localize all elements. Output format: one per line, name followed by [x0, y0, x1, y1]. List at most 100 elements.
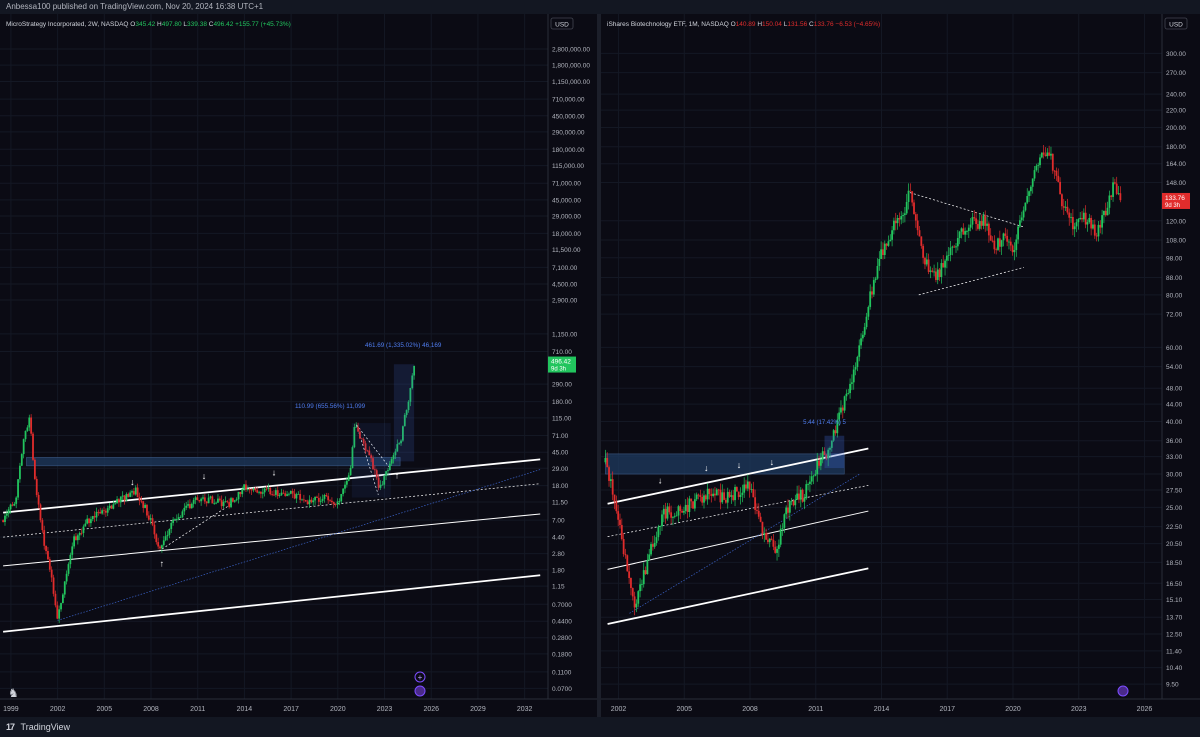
chart-canvas-right[interactable]: ↓ ↓ ↓ ↓ iShares Biotechnology ETF, 1M, NASDA…	[601, 14, 1200, 717]
y-tick-label: 1,150.00	[552, 331, 578, 338]
candle-body	[613, 494, 616, 502]
candle-body	[306, 501, 309, 505]
candle-body	[1092, 224, 1094, 229]
candle-body	[379, 484, 382, 488]
candle-body	[955, 246, 957, 248]
candle-body	[295, 494, 298, 499]
candle-body	[827, 449, 830, 459]
chart-canvas-left[interactable]: ↓ ↓ ↓ ↑ ↑ MicroStrategy Incorporated, 2W, NAS…	[0, 14, 597, 717]
candle-body	[626, 555, 629, 572]
y-tick-label: 2,900.00	[552, 298, 578, 305]
candle-body	[1009, 241, 1012, 246]
candle-body	[61, 594, 64, 604]
chart-panel-microstrategy[interactable]: ↓ ↓ ↓ ↑ ↑ MicroStrategy Incorporated, 2W, NAS…	[0, 14, 597, 717]
candle-body	[699, 495, 702, 497]
arrow-down-icon: ↓	[737, 460, 742, 470]
candle-body	[317, 497, 320, 502]
y-tick-label: 29.00	[552, 466, 569, 473]
triangle-upper-line	[909, 192, 1025, 228]
candle-body	[692, 501, 694, 509]
candle-body	[998, 238, 1001, 247]
candle-body	[807, 484, 809, 485]
candle-body	[1031, 178, 1034, 187]
y-tick-label: 54.00	[1166, 364, 1183, 371]
candle-body	[134, 487, 137, 495]
candle-body	[293, 493, 296, 499]
candle-body	[966, 231, 968, 232]
measure-box-2	[351, 423, 391, 498]
candle-body	[754, 497, 757, 510]
y-tick-label: 45.00	[552, 450, 569, 457]
candle-body	[902, 215, 904, 217]
candle-body	[222, 501, 225, 507]
y-tick-label: 22.50	[1166, 524, 1183, 531]
candle-body	[13, 503, 16, 506]
arrow-down-icon: ↓	[202, 471, 207, 481]
candle-body	[622, 539, 625, 555]
arrow-down-icon: ↓	[704, 463, 709, 473]
candle-body	[785, 507, 788, 515]
candle-body	[248, 489, 251, 490]
candle-body	[1033, 170, 1036, 179]
candle-body	[997, 238, 999, 250]
candle-body	[1011, 245, 1014, 253]
tradingview-footer: 17 TradingView	[0, 717, 1200, 737]
candle-body	[110, 505, 113, 509]
candle-body	[258, 491, 260, 493]
candle-body	[347, 475, 350, 481]
candle-body	[377, 477, 380, 488]
y-tick-label: 0.0700	[552, 686, 572, 693]
candle-body	[942, 263, 945, 268]
candle-body	[949, 247, 952, 256]
candle-body	[737, 491, 740, 497]
chart-panel-ibb[interactable]: ↓ ↓ ↓ ↓ iShares Biotechnology ETF, 1M, NASDA…	[601, 14, 1200, 717]
y-tick-label: 15.10	[1166, 597, 1183, 604]
candle-body	[273, 494, 275, 496]
candle-body	[829, 447, 831, 450]
candle-body	[1099, 224, 1102, 228]
candle-body	[75, 536, 77, 541]
candle-body	[213, 502, 216, 504]
candle-body	[980, 221, 983, 226]
candle-body	[1017, 226, 1019, 240]
candle-body	[301, 499, 303, 501]
last-price-tag	[548, 356, 576, 373]
candle-body	[387, 470, 389, 472]
candle-body	[205, 501, 208, 504]
y-tick-label: 4,500.00	[552, 282, 578, 289]
y-tick-label: 0.1800	[552, 651, 572, 658]
candle-body	[218, 498, 221, 501]
candle-body	[28, 417, 31, 428]
candle-body	[411, 375, 414, 389]
candle-body	[39, 504, 42, 521]
candle-body	[774, 546, 777, 553]
candle-body	[1112, 182, 1114, 197]
candle-body	[920, 236, 923, 246]
candle-body	[409, 388, 412, 402]
candle-body	[651, 544, 654, 547]
candle-body	[136, 487, 139, 498]
candle-body	[787, 507, 789, 513]
candle-body	[26, 427, 29, 431]
currency-label: USD	[555, 22, 569, 29]
measure-label-1: 461.69 (1,335.02%) 46,169	[365, 342, 442, 349]
y-tick-label: 36.00	[1166, 438, 1183, 445]
panel-divider[interactable]	[597, 14, 601, 717]
candle-body	[723, 492, 725, 500]
y-tick-label: 80.00	[1166, 292, 1183, 299]
y-tick-label: 27.50	[1166, 487, 1183, 494]
candle-body	[338, 501, 341, 502]
last-price-value: 133.76	[1165, 195, 1185, 202]
y-tick-label: 25.00	[1166, 505, 1183, 512]
candle-body	[903, 213, 906, 216]
y-tick-label: 1.80	[552, 567, 565, 574]
x-tick-label: 2023	[1071, 706, 1087, 713]
candle-body	[914, 214, 917, 221]
candle-body	[832, 430, 835, 441]
candle-body	[381, 484, 384, 486]
candle-body	[312, 500, 315, 503]
candle-body	[849, 383, 851, 394]
candle-body	[821, 451, 824, 460]
candle-body	[956, 238, 959, 247]
candle-body	[964, 231, 967, 235]
